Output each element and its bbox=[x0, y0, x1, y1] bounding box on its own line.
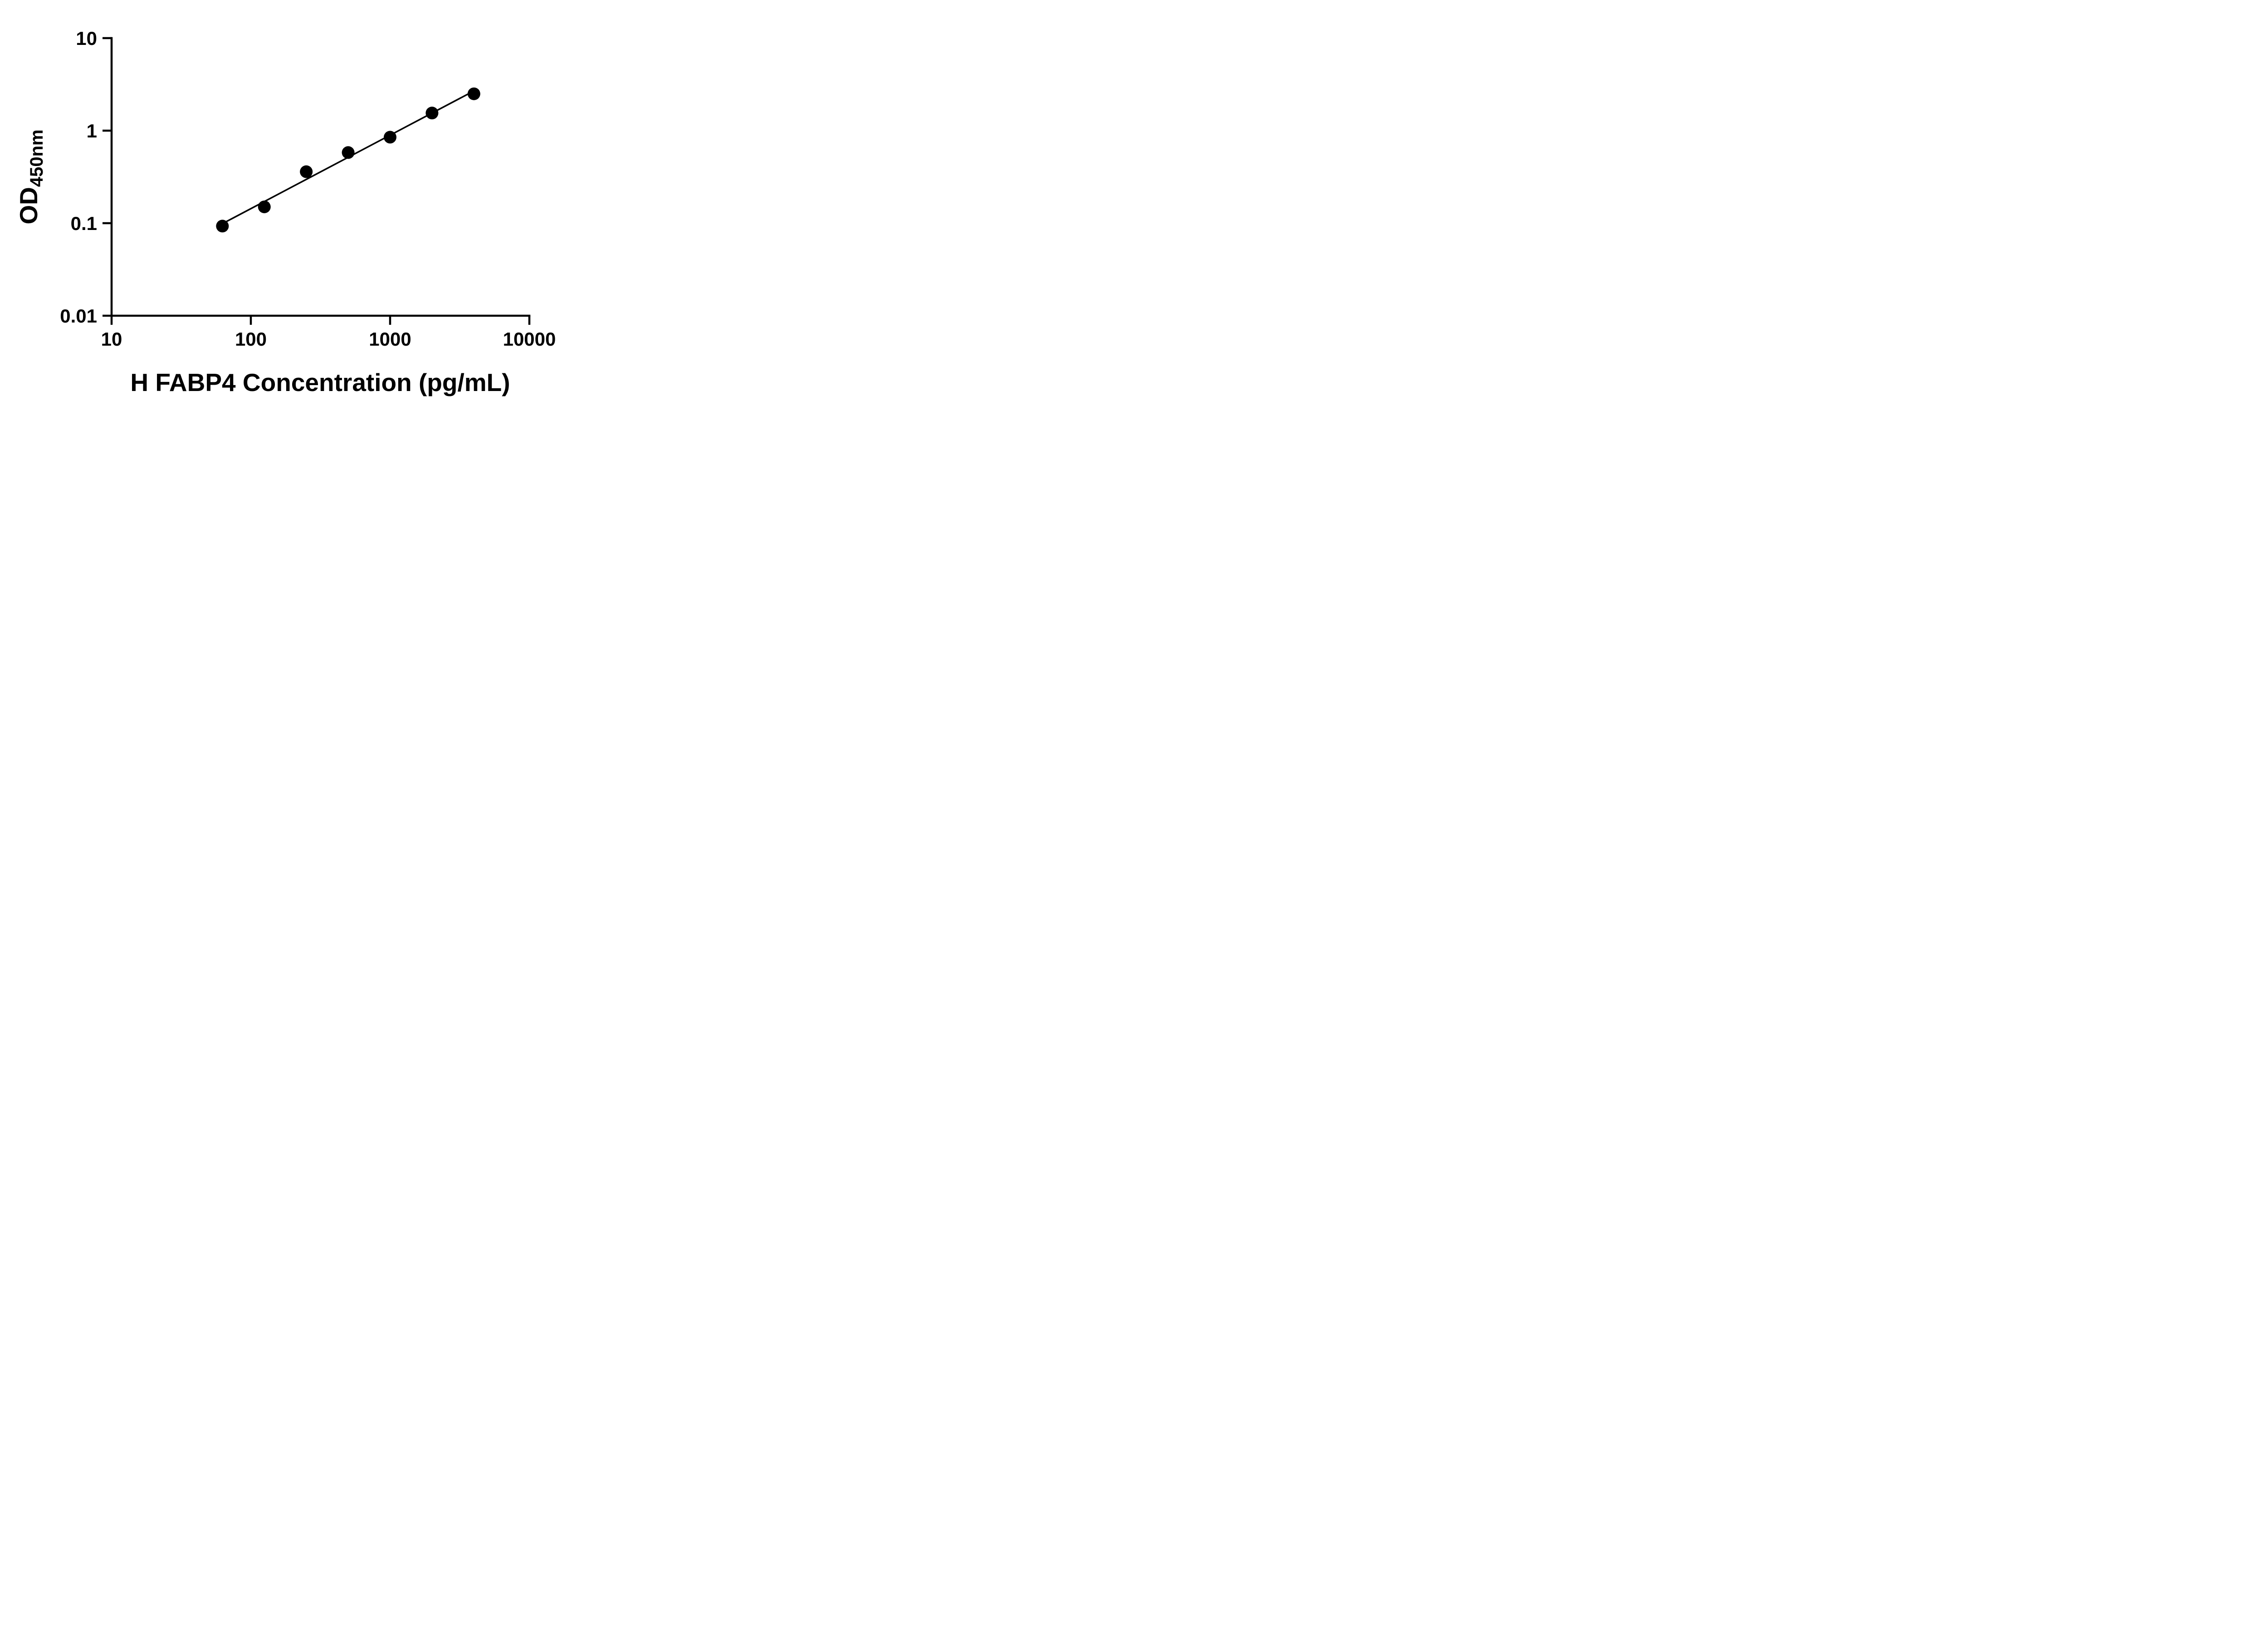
plot-area: 10 100 1000 10000 0.01 0.1 1 10 bbox=[60, 28, 556, 350]
data-point bbox=[342, 146, 355, 159]
x-tick-label: 1000 bbox=[369, 328, 411, 350]
chart-canvas: 10 100 1000 10000 0.01 0.1 1 10 H FABP4 Concent… bbox=[15, 28, 556, 396]
x-tick-label: 10 bbox=[101, 328, 122, 350]
x-tick-label: 100 bbox=[235, 328, 267, 350]
data-point bbox=[425, 107, 439, 120]
data-point bbox=[258, 200, 271, 214]
data-point bbox=[384, 131, 396, 144]
standard-curve-figure: 10 100 1000 10000 0.01 0.1 1 10 H FABP4 Concent… bbox=[0, 0, 583, 408]
data-point bbox=[467, 87, 480, 100]
data-point bbox=[300, 165, 313, 178]
data-point bbox=[216, 220, 229, 233]
y-tick-label: 10 bbox=[76, 28, 97, 49]
y-axis-title-sub: 450nm bbox=[27, 129, 47, 187]
y-tick-label: 0.1 bbox=[71, 213, 97, 234]
y-axis-title: OD450nm bbox=[15, 129, 47, 224]
y-tick-label: 0.01 bbox=[60, 305, 97, 327]
x-axis-title: H FABP4 Concentration (pg/mL) bbox=[130, 368, 510, 396]
x-tick-label: 10000 bbox=[503, 328, 556, 350]
y-axis-title-main: OD bbox=[15, 187, 43, 225]
y-tick-label: 1 bbox=[87, 120, 97, 142]
